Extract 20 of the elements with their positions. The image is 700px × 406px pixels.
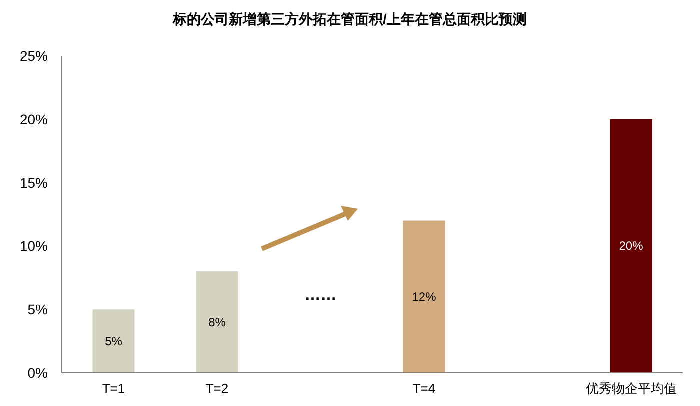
data-label: 5% [105, 334, 123, 348]
y-tick-label: 25% [20, 48, 48, 64]
x-tick-label: T=2 [206, 381, 229, 396]
annotation: …… [304, 287, 337, 304]
bar [610, 119, 652, 373]
data-label: 8% [208, 315, 226, 330]
x-tick-label: T=1 [102, 381, 126, 396]
x-tick-label: T=4 [412, 381, 436, 396]
x-tick-label: 优秀物企平均值 [586, 381, 677, 396]
y-tick-label: 20% [20, 111, 48, 128]
bar [403, 220, 446, 373]
data-label: 20% [619, 239, 644, 254]
y-tick-label: 5% [28, 302, 48, 318]
data-label: 12% [412, 290, 437, 304]
bar [196, 272, 238, 373]
y-tick-label: 10% [20, 238, 48, 254]
y-tick-label: 0% [28, 365, 48, 381]
chart-title: 标的公司新增第三方外拓在管面积/上年在管总面积比预测 [172, 11, 527, 27]
y-tick-label: 15% [20, 174, 48, 191]
bar [92, 310, 135, 373]
